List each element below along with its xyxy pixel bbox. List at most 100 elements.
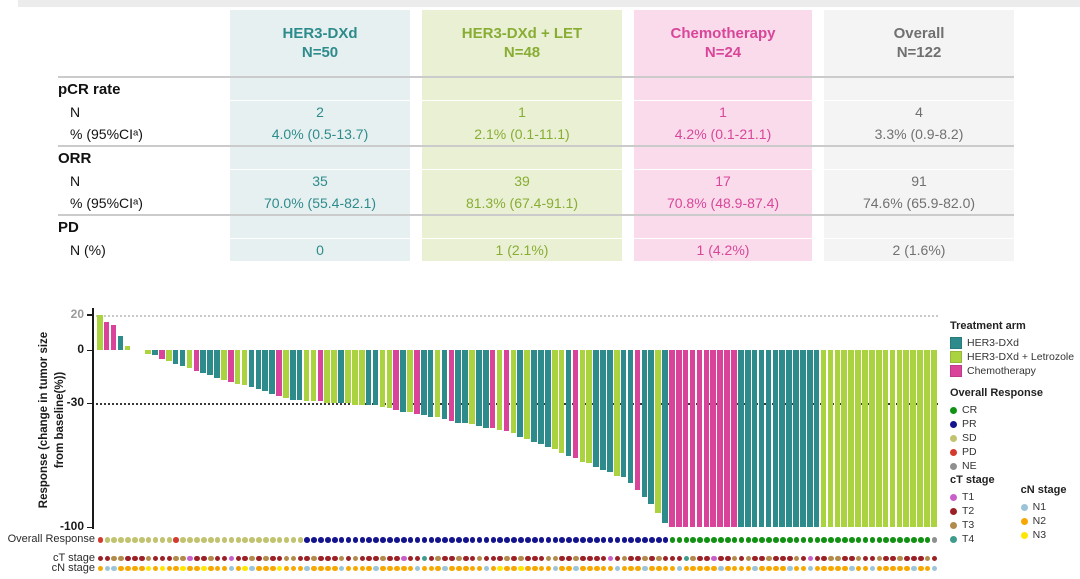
header-overall: Overall N=122 [824, 10, 1014, 76]
track-dot [421, 555, 428, 562]
y-tick-mark [87, 349, 92, 351]
table-cell: 1 [422, 101, 622, 123]
track-dot [180, 555, 186, 562]
track-dot [311, 565, 317, 572]
track-dot [345, 565, 352, 572]
waterfall-bar [841, 350, 848, 527]
track-dot [201, 537, 207, 543]
waterfall-bar [655, 350, 661, 513]
waterfall-bar [152, 350, 158, 356]
waterfall-bar [159, 350, 165, 359]
track-dot [828, 537, 834, 543]
waterfall-bar [827, 350, 834, 527]
waterfall-bar [834, 350, 841, 527]
track-dot [635, 565, 641, 572]
legend-title: cN stage [1020, 484, 1067, 496]
track-dot [697, 565, 703, 572]
table-cell: 74.6% (65.9-82.0) [824, 192, 1014, 214]
track-dot [97, 537, 104, 543]
legend-dot-icon [950, 448, 957, 456]
legend-dot-icon [950, 493, 957, 501]
table-cell [634, 147, 812, 169]
waterfall-bar [682, 350, 689, 527]
legend-item: NE [950, 460, 1080, 472]
track-dot [456, 565, 462, 572]
track-dot [490, 565, 497, 572]
waterfall-bar [848, 350, 854, 527]
track-dot [187, 555, 193, 562]
legend-dot-icon [1020, 517, 1028, 525]
legend-item-label: T4 [962, 533, 975, 545]
track-dot [566, 537, 572, 543]
track-dot [883, 565, 890, 572]
track-dot [221, 555, 228, 562]
column-n: N=50 [301, 44, 339, 61]
track-dot [690, 537, 697, 543]
waterfall-bar [296, 350, 303, 400]
legend-item-label: T1 [962, 491, 975, 503]
track-dot [525, 555, 531, 562]
track-dot [263, 537, 269, 543]
y-tick-label: 20 [70, 306, 84, 321]
track-dot [924, 565, 931, 572]
track-dot [580, 555, 586, 562]
track-dot [325, 537, 331, 543]
track-dot [332, 537, 338, 543]
track-dot [621, 555, 628, 562]
waterfall-bar [221, 350, 227, 381]
track-dot [221, 565, 228, 572]
legend-item: T3 [950, 519, 995, 531]
track-dot [228, 537, 235, 543]
track-dot [593, 555, 600, 562]
track-dot [835, 537, 841, 543]
waterfall-bar [427, 350, 434, 418]
waterfall-bar [917, 350, 923, 527]
table-cell: 81.3% (67.4-91.1) [422, 192, 622, 214]
track-label: cN stage [51, 561, 95, 574]
track-dot [442, 537, 448, 543]
waterfall-bar [345, 350, 351, 404]
y-tick-label: -100 [59, 519, 84, 533]
table-cell: 3.3% (0.9-8.2) [824, 123, 1014, 145]
track-dot [876, 537, 883, 543]
track-dot [125, 565, 131, 572]
track-dot [876, 555, 883, 562]
track-dot [649, 555, 655, 562]
track-dot [242, 555, 248, 562]
waterfall-bar [710, 350, 717, 527]
track-dot [104, 555, 111, 562]
track-dot [917, 565, 924, 572]
track-dot [483, 537, 490, 543]
legend-item-label: N2 [1032, 515, 1047, 527]
track-dot [676, 537, 683, 543]
track-dot [821, 537, 827, 543]
track-dot [118, 537, 124, 543]
waterfall-bar [813, 350, 820, 527]
track-dot [807, 537, 814, 543]
track-dot [745, 555, 752, 562]
table-cell [422, 216, 622, 238]
track-dot [559, 537, 566, 543]
track-dot [662, 555, 669, 562]
track-dot [669, 537, 676, 543]
track-dot [304, 537, 311, 543]
waterfall-bar [738, 350, 744, 527]
track-dot [387, 555, 393, 562]
table-cell: 70.0% (55.4-82.1) [230, 192, 410, 214]
track-dot [614, 537, 621, 543]
legend-item-label: T3 [962, 519, 975, 531]
waterfall-bar [931, 350, 937, 527]
track-dot [552, 537, 559, 543]
track-dot [855, 537, 862, 543]
track-dot [104, 565, 111, 572]
legend-item-label: Chemotherapy [967, 365, 1036, 377]
y-tick-mark [87, 526, 92, 528]
track-dot [490, 555, 497, 562]
table-cell: 17 [634, 170, 812, 192]
track-dot [897, 555, 903, 562]
legend-swatch [950, 365, 962, 377]
track-label: Overall Response [7, 533, 95, 545]
column-n: N=122 [896, 44, 942, 61]
track-dot [228, 565, 235, 572]
track-dot [283, 537, 290, 543]
